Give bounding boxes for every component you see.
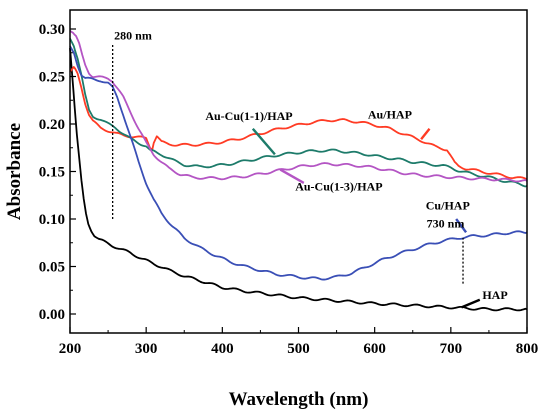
annotations: 280 nm Au/HAP Au-Cu(1-1)/HAP Au-Cu(1-3)/HAP… — [114, 28, 508, 301]
series-line-cu-hap — [69, 45, 528, 281]
label-pointer — [461, 298, 481, 309]
x-tick-label: 800 — [516, 341, 539, 357]
axis-ticks: 200 300 400 500 600 700 800 0.00 0.05 0.10 0.15 0.2… — [39, 22, 539, 357]
y-tick-label: 0.30 — [39, 22, 65, 38]
x-tick-label: 600 — [363, 341, 386, 357]
x-tick-label: 200 — [59, 341, 82, 357]
x-tick-label: 300 — [135, 341, 158, 357]
annotation-label: 280 nm — [114, 28, 152, 42]
x-tick-label: 500 — [287, 341, 310, 357]
x-tick-label: 400 — [211, 341, 234, 357]
series-line-au-cu-1-3-hap — [69, 30, 528, 183]
series-line-au-cu-1-1-hap — [69, 38, 528, 188]
series-line-hap — [69, 47, 528, 312]
wavelength-markers — [112, 44, 464, 284]
annotation-label: Cu/HAP — [426, 199, 470, 213]
annotation-label: HAP — [482, 288, 507, 302]
y-tick-label: 0.25 — [39, 70, 65, 86]
annotation-label: Au-Cu(1-3)/HAP — [295, 180, 382, 194]
annotation-label: Au/HAP — [368, 107, 412, 121]
label-pointer — [420, 127, 431, 140]
label-pointers — [251, 127, 481, 309]
series-lines — [69, 30, 528, 312]
plot-frame — [69, 9, 528, 334]
x-axis-title: Wavelength (nm) — [229, 389, 369, 410]
y-tick-label: 0.05 — [39, 260, 65, 276]
annotation-label: 730 nm — [427, 217, 465, 231]
y-tick-label: 0.10 — [39, 212, 65, 228]
label-pointer — [251, 127, 276, 156]
annotation-label: Au-Cu(1-1)/HAP — [205, 109, 292, 123]
x-tick-label: 700 — [440, 341, 463, 357]
label-pointer — [455, 218, 468, 234]
y-tick-label: 0.20 — [39, 117, 65, 133]
y-tick-label: 0.15 — [39, 165, 65, 181]
y-tick-label: 0.00 — [39, 307, 65, 323]
y-axis-title: Absorbance — [4, 123, 25, 220]
label-pointer — [279, 168, 305, 184]
